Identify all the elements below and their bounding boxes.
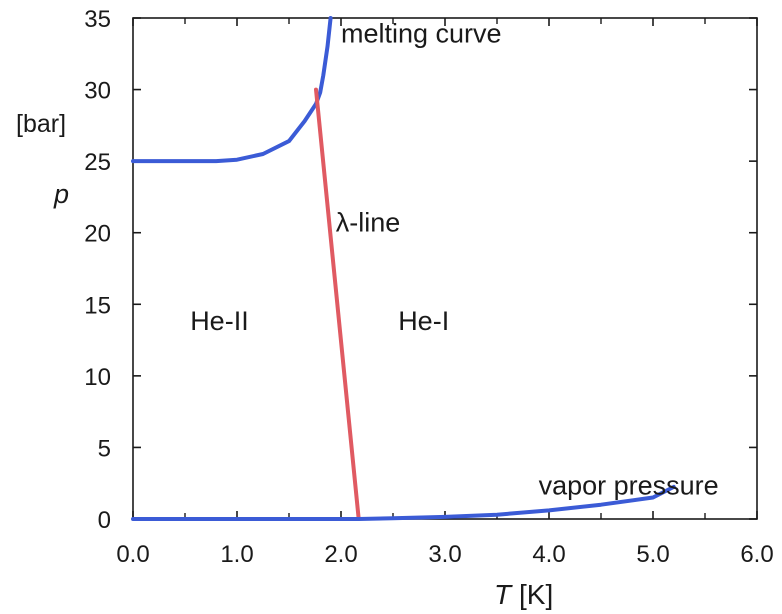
annotations: melting curve λ-line He-II He-I vapor pressu… [190,18,718,500]
y-tick-label: 25 [84,149,111,176]
y-tick-label: 10 [84,364,111,391]
y-tick-label: 30 [84,78,111,105]
y-axis-unit: [bar] [16,110,66,138]
x-tick-label: 2.0 [324,541,357,568]
y-tick-label: 35 [84,6,111,33]
x-axis-symbol: T [494,579,513,610]
annotation-vapor: vapor pressure [539,471,719,501]
x-tick-label: 6.0 [740,541,773,568]
x-tick-label: 0.0 [116,541,149,568]
x-tick-label: 3.0 [428,541,461,568]
tick-labels: 0 5 10 15 20 25 30 35 0.0 1.0 2.0 3.0 4.0 5.0 6.0 [84,6,773,568]
y-tick-label: 0 [98,507,111,534]
y-tick-label: 20 [84,221,111,248]
melting-curve-line [131,16,333,164]
plot-frame [132,17,758,520]
y-tick-label: 15 [84,292,111,319]
x-tick-label: 5.0 [636,541,669,568]
annotation-heI: He-I [398,306,449,336]
y-axis-symbol: p [53,179,69,209]
lambda-line [314,87,361,521]
annotation-lambda: λ-line [336,207,401,237]
y-tick-label: 5 [98,435,111,462]
chart-series [131,16,676,521]
x-tick-label: 4.0 [532,541,565,568]
vapor-pressure-line [131,484,676,521]
x-tick-label: 1.0 [220,541,253,568]
annotation-melting: melting curve [341,18,502,48]
x-axis-unit: [K] [519,579,553,610]
axis-ticks [132,17,758,520]
annotation-heII: He-II [190,306,249,336]
